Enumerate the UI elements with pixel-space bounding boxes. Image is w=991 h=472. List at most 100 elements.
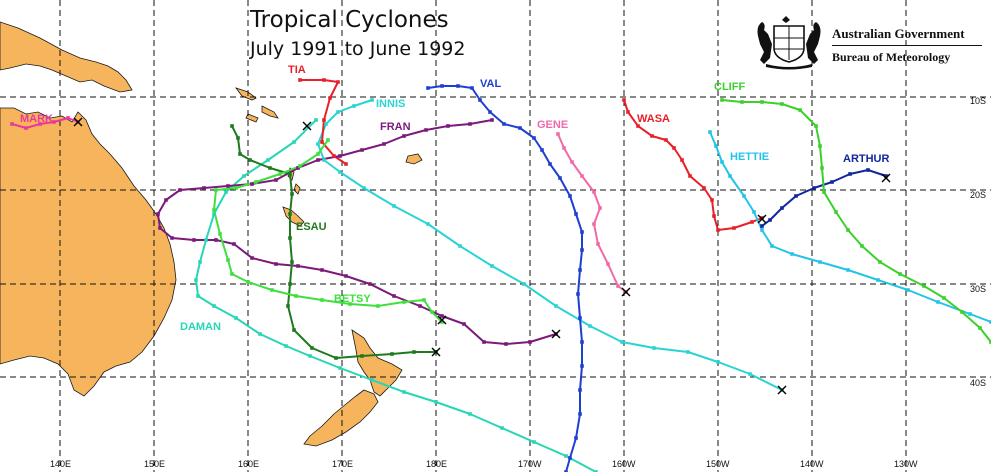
track-point: [906, 288, 910, 292]
track-point: [268, 166, 272, 170]
lon-label: 150E: [144, 459, 165, 469]
track-point: [242, 174, 246, 178]
track-point: [752, 210, 756, 214]
lon-label: 170E: [332, 459, 353, 469]
lon-label: 170W: [518, 459, 542, 469]
track-point: [500, 426, 504, 430]
track-esau: [231, 125, 437, 359]
track-point: [978, 326, 982, 330]
track-point: [814, 124, 818, 128]
title-block: Tropical Cyclones July 1991 to June 1992: [250, 6, 466, 61]
track-point: [574, 436, 578, 440]
track-point: [760, 216, 764, 220]
track-point: [310, 346, 314, 350]
lon-label: 140W: [800, 459, 824, 469]
track-point: [308, 354, 312, 358]
track-point: [332, 154, 336, 158]
lon-label: 150W: [706, 459, 730, 469]
track-point: [236, 136, 240, 140]
track-point: [780, 206, 784, 210]
label-fran: FRAN: [380, 121, 411, 133]
end-marker-esau: [431, 347, 441, 357]
track-point: [440, 320, 444, 324]
track-point: [316, 158, 320, 162]
track-point: [468, 122, 472, 126]
track-point: [554, 304, 558, 308]
track-point: [266, 158, 270, 162]
track-point: [848, 172, 852, 176]
track-point: [314, 118, 318, 122]
track-point: [288, 172, 292, 176]
track-point: [232, 242, 236, 246]
track-point: [440, 84, 444, 88]
bureau-name: Bureau of Meteorology: [832, 50, 951, 64]
track-point: [320, 298, 324, 302]
track-point: [532, 136, 536, 140]
track-point: [592, 222, 596, 226]
map-subtitle: July 1991 to June 1992: [250, 38, 466, 60]
track-point: [348, 302, 352, 306]
end-marker-arthur: [881, 173, 891, 183]
track-point: [316, 152, 320, 156]
label-val: VAL: [480, 78, 501, 90]
track-fran: [157, 119, 557, 345]
lon-label: 160E: [238, 459, 259, 469]
track-point: [578, 412, 582, 416]
track-point: [686, 350, 690, 354]
track-point: [702, 186, 706, 190]
track-tia: [299, 79, 347, 165]
track-point: [338, 366, 342, 370]
track-point: [290, 260, 294, 264]
track-point: [478, 98, 482, 102]
track-point: [344, 274, 348, 278]
track-point: [462, 322, 466, 326]
track-point: [322, 118, 326, 122]
government-name: Australian Government: [832, 26, 965, 41]
track-point: [322, 78, 326, 82]
track-point: [564, 454, 568, 458]
track-point: [214, 238, 218, 242]
track-point: [290, 192, 294, 196]
track-point: [728, 174, 732, 178]
track-point: [292, 328, 296, 332]
track-point: [846, 228, 850, 232]
track-point: [226, 258, 230, 262]
track-point: [284, 344, 288, 348]
track-point: [680, 158, 684, 162]
track-point: [376, 304, 380, 308]
track-point: [320, 268, 324, 272]
track-point: [548, 162, 552, 166]
track-point: [518, 126, 522, 130]
track-point: [298, 164, 302, 168]
track-point: [636, 124, 640, 128]
track-point: [274, 262, 278, 266]
track-point: [626, 110, 630, 114]
track-point: [246, 280, 250, 284]
track-point: [664, 138, 668, 142]
track-point: [606, 262, 610, 266]
track-point: [164, 198, 168, 202]
track-point: [316, 142, 320, 146]
track-point: [716, 360, 720, 364]
track-point: [578, 316, 582, 320]
track-point: [392, 204, 396, 208]
track-point: [748, 372, 752, 376]
track-point: [234, 316, 238, 320]
track-point: [24, 126, 28, 130]
label-gene: GENE: [537, 119, 568, 131]
label-hettie: HETTIE: [730, 151, 769, 163]
latitude-labels: 10S 20S 30S 40S: [970, 96, 986, 388]
logo-divider: [832, 45, 982, 46]
track-point: [158, 226, 162, 230]
track-point: [434, 400, 438, 404]
track-point: [716, 228, 720, 232]
new-caledonia: [282, 206, 305, 227]
end-marker-tia: [302, 121, 312, 131]
track-point: [884, 174, 888, 178]
track-point: [502, 122, 506, 126]
track-point: [522, 282, 526, 286]
track-point: [156, 212, 160, 216]
track-point: [942, 296, 946, 300]
lon-label: 130W: [894, 459, 918, 469]
track-point: [688, 174, 692, 178]
